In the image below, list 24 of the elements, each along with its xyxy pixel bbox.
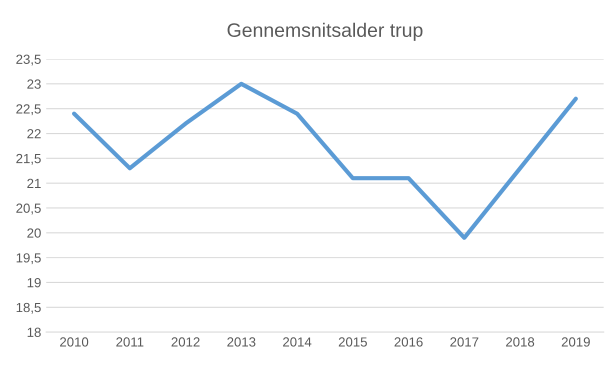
y-tick-label: 23 — [27, 79, 41, 89]
x-tick-label: 2019 — [562, 337, 590, 347]
line-series — [72, 82, 578, 240]
x-tick-label: 2018 — [506, 337, 534, 347]
y-tick-label: 22 — [27, 129, 41, 138]
y-tick-label: 18 — [28, 328, 41, 338]
x-tick-label: 2017 — [450, 337, 478, 347]
y-tick-label: 21 — [27, 178, 41, 188]
x-tick-label: 2010 — [60, 337, 88, 347]
x-tick-label: 2013 — [227, 337, 256, 347]
y-tick-label: 21,5 — [16, 154, 41, 165]
y-tick-label: 22,5 — [16, 104, 41, 116]
x-tick-label: 2011 — [116, 337, 144, 347]
y-tick-label: 19,5 — [16, 253, 41, 264]
y-tick-label: 18,5 — [16, 302, 41, 314]
x-tick-label: 2015 — [338, 337, 367, 347]
x-tick-label: 2014 — [283, 337, 312, 347]
chart-title: Gennemsnitsalder trup — [228, 22, 422, 41]
x-tick-label: 2012 — [172, 337, 200, 347]
y-tick-label: 20 — [27, 228, 41, 238]
x-tick-label: 2016 — [394, 337, 423, 347]
y-tick-label: 19 — [28, 278, 41, 288]
y-tick-label: 23,5 — [16, 54, 41, 66]
y-tick-label: 20,5 — [16, 204, 41, 214]
